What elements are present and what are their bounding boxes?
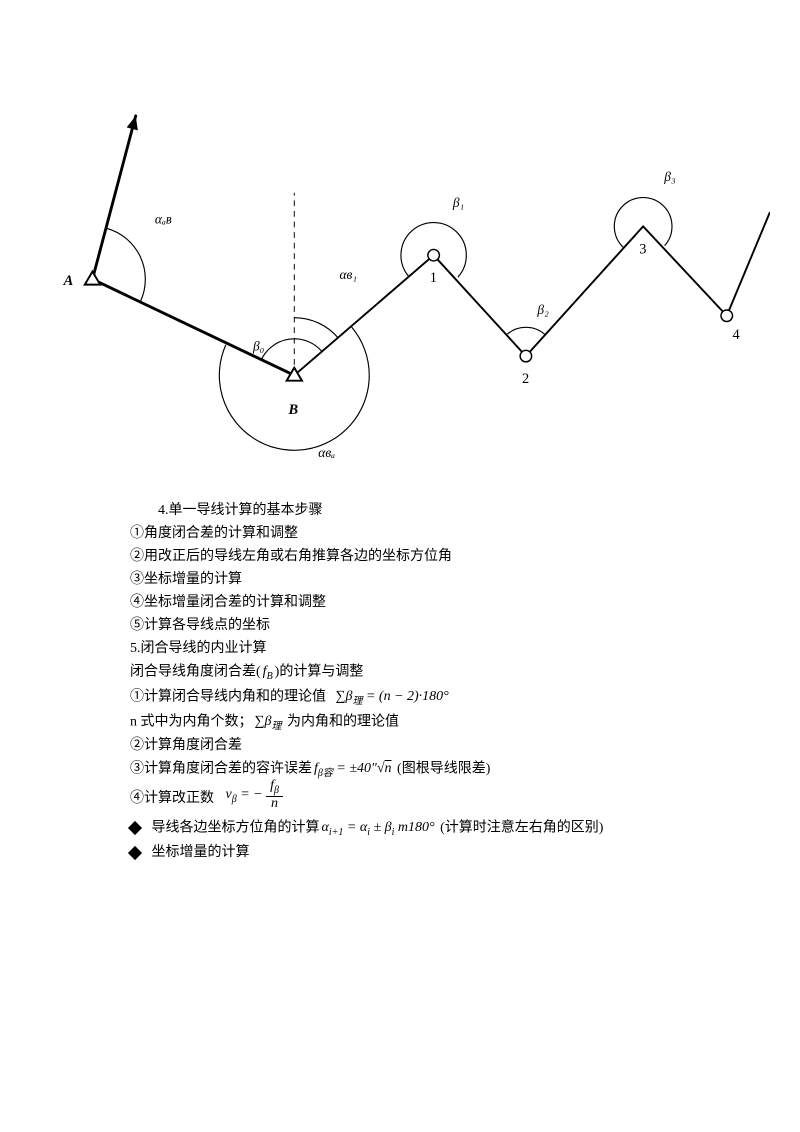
- formula-fbeta-allow: fβ容 = ±40″√n: [314, 758, 392, 781]
- s5-p5: ④计算改正数 vβ = − fβ n: [130, 783, 690, 815]
- s5-b1-a: 导线各边坐标方位角的计算: [152, 821, 320, 836]
- diamond-icon: [128, 821, 142, 835]
- svg-text:β₀: β₀: [252, 338, 265, 353]
- section5-title: 5.闭合导线的内业计算: [130, 638, 690, 659]
- svg-text:β₁: β₁: [452, 195, 464, 210]
- svg-text:4: 4: [733, 327, 740, 343]
- s4-step4: ④坐标增量闭合差的计算和调整: [130, 592, 690, 613]
- diagram-svg: αₐʙ β₀ αв₁ αвₐ β₁ β₂ β₃ A B 1 2 3 4: [30, 40, 770, 480]
- formula-fB: fB: [263, 661, 273, 684]
- formula-sum-beta-eq: ∑β理 = (n − 2)·180°: [336, 686, 449, 709]
- svg-text:1: 1: [430, 270, 437, 286]
- s4-step1: ①角度闭合差的计算和调整: [130, 523, 690, 544]
- s5-p2-b: 为内角和的理论值: [283, 714, 399, 729]
- s4-step2: ②用改正后的导线左角或右角推算各边的坐标方位角: [130, 546, 690, 567]
- svg-text:αₐʙ: αₐʙ: [155, 211, 172, 226]
- s5-intro: 闭合导线角度闭合差(fB)的计算与调整: [130, 661, 690, 684]
- section4-title: 4.单一导线计算的基本步骤: [130, 500, 690, 521]
- svg-text:αвₐ: αвₐ: [318, 445, 335, 460]
- s5-bullet1: 导线各边坐标方位角的计算αi+1 = αi ± βi m180° (计算时注意左…: [130, 817, 690, 840]
- s5-p1: ①计算闭合导线内角和的理论值 ∑β理 = (n − 2)·180°: [130, 686, 690, 709]
- svg-text:β₃: β₃: [663, 169, 676, 184]
- formula-alpha-recurse: αi+1 = αi ± βi m180°: [322, 817, 435, 840]
- s5-p5-a: ④计算改正数: [130, 791, 214, 806]
- svg-text:3: 3: [639, 241, 646, 257]
- s5-p3: ②计算角度闭合差: [130, 735, 690, 756]
- svg-text:2: 2: [522, 371, 529, 387]
- s5-b2-text: 坐标增量的计算: [152, 845, 250, 860]
- s5-p4-b: (图根导线限差): [394, 762, 491, 777]
- s5-intro-b: )的计算与调整: [275, 665, 364, 680]
- traverse-diagram: αₐʙβ₀αв₁αвₐβ₁β₂β₃AB1234: [30, 40, 770, 440]
- formula-vbeta: vβ = − fβ n: [226, 779, 283, 811]
- formula-sum-beta: ∑β理: [255, 711, 282, 734]
- s5-bullet2: 坐标增量的计算: [130, 842, 690, 863]
- page: αₐʙ β₀ αв₁ αвₐ β₁ β₂ β₃ A B 1 2 3 4 4.单一导线计算的基本步骤 ①角…: [0, 0, 800, 1132]
- s5-p2: n 式中为内角个数；∑β理 为内角和的理论值: [130, 711, 690, 734]
- s4-step3: ③坐标增量的计算: [130, 569, 690, 590]
- s5-p4: ③计算角度闭合差的容许误差fβ容 = ±40″√n (图根导线限差): [130, 758, 690, 781]
- s5-intro-a: 闭合导线角度闭合差(: [130, 665, 261, 680]
- s5-p2-a: n 式中为内角个数；: [130, 714, 253, 729]
- s5-b1-b: (计算时注意左右角的区别): [437, 821, 604, 836]
- svg-text:αв₁: αв₁: [339, 267, 357, 282]
- svg-text:B: B: [288, 402, 299, 418]
- s5-p4-a: ③计算角度闭合差的容许误差: [130, 762, 312, 777]
- s5-p1-a: ①计算闭合导线内角和的理论值: [130, 689, 326, 704]
- diamond-icon: [128, 845, 142, 859]
- s4-step5: ⑤计算各导线点的坐标: [130, 615, 690, 636]
- svg-text:A: A: [63, 273, 74, 289]
- text-body: 4.单一导线计算的基本步骤 ①角度闭合差的计算和调整 ②用改正后的导线左角或右角…: [130, 500, 690, 865]
- svg-text:β₂: β₂: [536, 302, 549, 317]
